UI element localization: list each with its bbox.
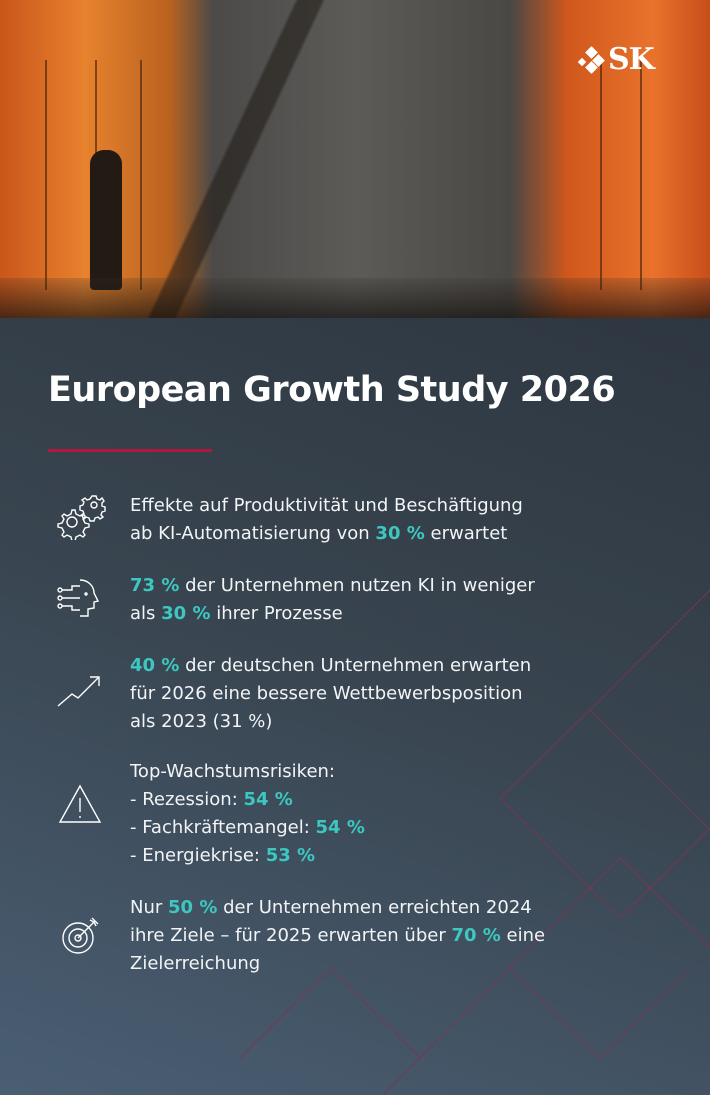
item-3: Top-Wachstumsrisiken: - Rezession: 54 % - …	[130, 758, 690, 870]
decorative-lines	[239, 589, 710, 1095]
content-panel: European Growth Study 2026 Effekte auf P…	[0, 318, 710, 1095]
item-0: Effekte auf Produktivität und Beschäftig…	[130, 492, 690, 548]
item-1: 73 % der Unternehmen nutzen KI in wenige…	[130, 572, 690, 628]
item-text: Top-Wachstumsrisiken:	[130, 761, 335, 782]
logo-text: SK	[608, 42, 655, 77]
item-text: ihrer Prozesse	[210, 603, 343, 624]
highlight-value: 70 %	[451, 925, 501, 946]
window-frame	[600, 60, 602, 290]
floor	[0, 278, 710, 318]
item-text: der Unternehmen erreichten 2024	[217, 897, 532, 918]
highlight-value: 73 %	[130, 575, 180, 596]
highlight-value: 50 %	[168, 897, 218, 918]
item-text: ab KI-Automatisierung von	[130, 523, 376, 544]
highlight-value: 40 %	[130, 655, 180, 676]
highlight-value: 53 %	[265, 845, 316, 866]
ai-head-icon	[52, 574, 108, 622]
item-text: - Rezession:	[130, 789, 244, 810]
item-text: - Energiekrise:	[130, 845, 266, 866]
highlight-value: 30 %	[161, 603, 211, 624]
item-text: als 2023 (31 %)	[130, 711, 273, 732]
gears-icon	[52, 492, 108, 542]
page-title: European Growth Study 2026	[48, 370, 616, 410]
item-text: als	[130, 603, 162, 624]
item-text: - Fachkräftemangel:	[130, 817, 316, 838]
item-text: Effekte auf Produktivität und Beschäftig…	[130, 495, 523, 516]
item-text: ihre Ziele – für 2025 erwarten über	[130, 925, 452, 946]
logo-diamonds-icon	[577, 45, 605, 74]
highlight-value: 54 %	[243, 789, 293, 810]
item-text: Nur	[130, 897, 168, 918]
window-frame	[45, 60, 47, 290]
window-frame	[640, 60, 642, 290]
staircase	[120, 0, 360, 318]
warning-icon	[52, 780, 108, 828]
person-silhouette	[90, 150, 122, 290]
item-text: für 2026 eine bessere Wettbewerbspositio…	[130, 683, 523, 704]
header-photo: SK	[0, 0, 710, 318]
item-text: erwartet	[424, 523, 508, 544]
item-text: der deutschen Unternehmen erwarten	[179, 655, 532, 676]
target-icon	[52, 910, 108, 958]
highlight-value: 30 %	[375, 523, 425, 544]
item-text: der Unternehmen nutzen KI in weniger	[179, 575, 535, 596]
item-4: Nur 50 % der Unternehmen erreichten 2024…	[130, 894, 690, 978]
title-underline	[48, 449, 212, 452]
item-text: eine	[500, 925, 546, 946]
sk-logo: SK	[577, 42, 655, 77]
trend-up-icon	[52, 666, 108, 714]
highlight-value: 54 %	[315, 817, 365, 838]
item-2: 40 % der deutschen Unternehmen erwarten f…	[130, 652, 690, 736]
item-text: Zielerreichung	[130, 953, 261, 974]
